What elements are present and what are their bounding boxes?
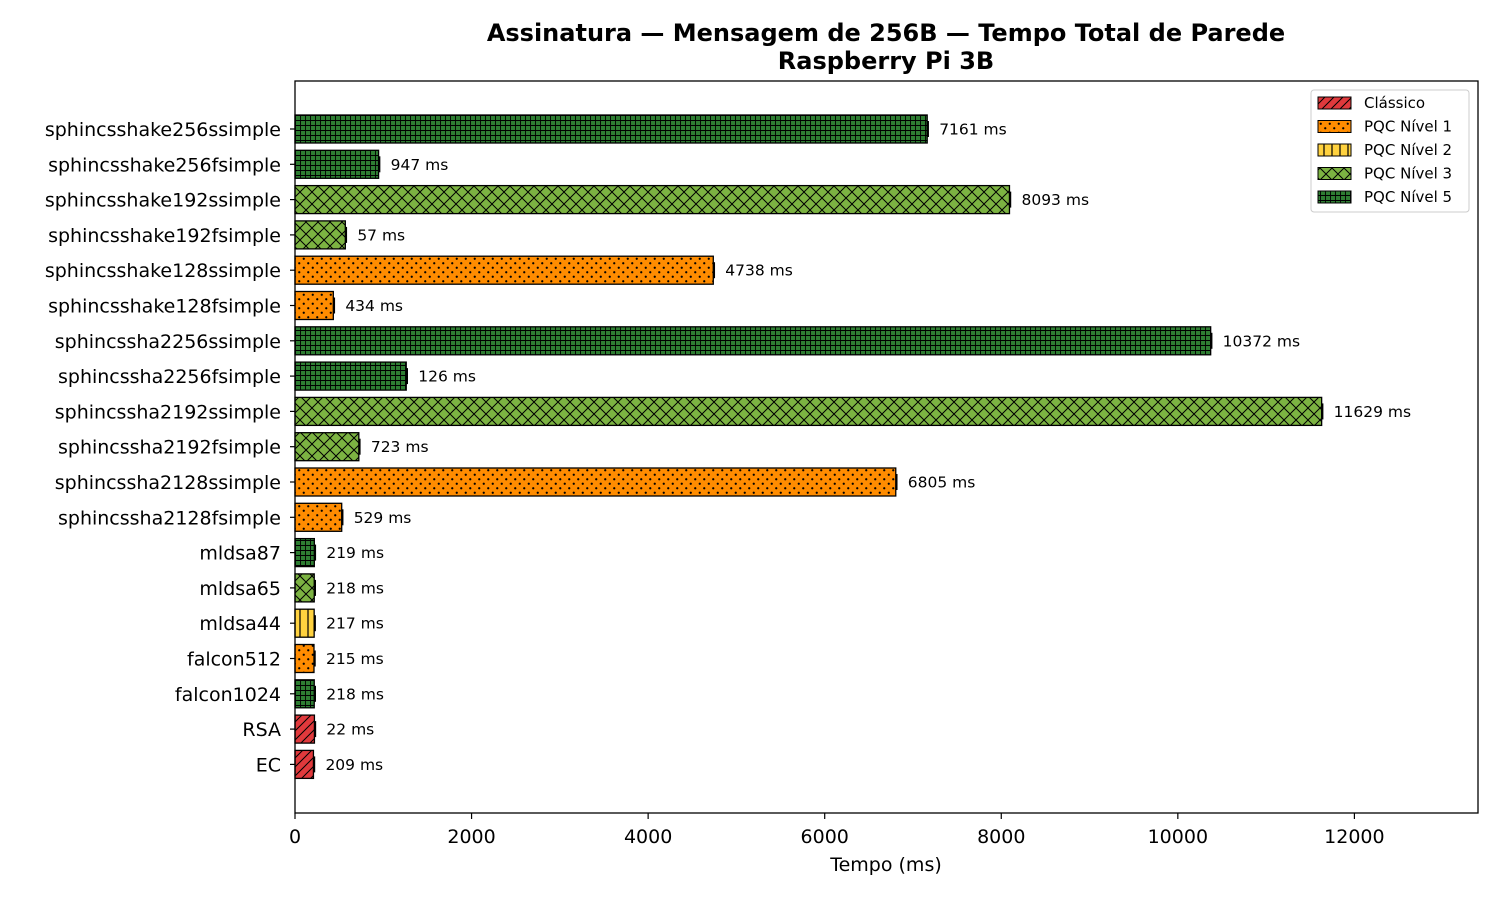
y-tick-labels: sphincsshake256ssimple sphincsshake256fsi… [45,119,295,776]
y-tick-label: RSA [242,719,281,741]
bar-sphincsshake256ssimple [294,114,928,144]
legend-swatch [1317,143,1352,157]
y-tick-label: sphincssha2256ssimple [55,331,281,353]
legend-label: PQC Nível 2 [1364,141,1452,159]
y-tick-label: sphincsshake128ssimple [45,260,281,282]
bar-RSA [294,714,316,744]
bar-falcon1024 [294,679,315,709]
x-tick-label: 0 [289,826,301,848]
y-tick-label: sphincssha2128ssimple [55,472,281,494]
data-label: 218 ms [326,685,384,703]
data-label: 218 ms [326,579,384,597]
y-tick-label: falcon512 [187,649,281,671]
legend-swatch [1317,190,1352,204]
data-label: 6805 ms [908,474,976,492]
data-label: 219 ms [326,544,384,562]
legend-swatch [1317,96,1352,110]
bars-group [294,114,1324,780]
y-tick-label: sphincssha2128fsimple [58,507,281,529]
plot-frame [294,80,1479,814]
x-tick-label: 6000 [801,826,849,848]
legend-swatch [1317,167,1352,180]
bar-mldsa44 [294,608,315,638]
bar-mldsa87 [294,537,315,568]
y-tick-label: sphincssha2192ssimple [55,401,281,423]
data-label: 57 ms [357,226,405,244]
y-tick-label: mldsa65 [199,578,281,600]
chart-subtitle: Raspberry Pi 3B [778,47,994,75]
chart-title: Assinatura — Mensagem de 256B — Tempo To… [487,19,1285,47]
bar-sphincssha2192ssimple [294,396,1323,427]
data-label: 723 ms [371,438,429,456]
x-tick-label: 4000 [624,826,672,848]
data-label: 10372 ms [1223,332,1300,350]
y-tick-label: sphincssha2256fsimple [58,366,281,388]
x-axis-label: Tempo (ms) [829,854,942,876]
legend-label: PQC Nível 1 [1364,118,1452,136]
bar-EC [294,749,315,780]
data-label: 947 ms [391,156,449,174]
x-tick-label: 8000 [977,826,1025,848]
y-tick-label: EC [256,754,281,776]
bar-sphincsshake128fsimple [294,290,334,321]
y-tick-label: falcon1024 [175,684,281,706]
legend: Clássico PQC Nível 1 PQC Nível 2 PQC Nível … [1310,89,1470,213]
y-tick-label: mldsa87 [199,543,281,565]
y-tick-label: sphincsshake128fsimple [48,296,281,318]
bar-sphincsshake256fsimple [294,149,380,179]
data-label: 529 ms [354,509,412,527]
data-label: 434 ms [345,297,403,315]
bar-falcon512 [294,643,315,674]
data-label: 11629 ms [1334,403,1411,421]
data-label: 4738 ms [725,262,793,280]
x-axis-ticks: 0 2000 4000 6000 8000 10000 12000 [289,813,1385,848]
bar-sphincsshake192fsimple [294,220,346,250]
y-tick-label: sphincsshake192fsimple [48,225,281,247]
y-tick-label: mldsa44 [199,613,281,635]
bar-sphincssha2128ssimple [294,467,897,497]
bar-sphincssha2256ssimple [294,326,1212,356]
bar-mldsa65 [294,573,315,603]
data-label: 7161 ms [939,121,1007,139]
data-labels: 7161 ms 947 ms 8093 ms 57 ms 4738 ms 434 ms 10… [325,121,1411,774]
y-tick-label: sphincsshake256fsimple [48,154,281,176]
x-tick-label: 10000 [1148,826,1208,848]
legend-swatch [1317,120,1352,133]
y-tick-label: sphincsshake256ssimple [45,119,281,141]
data-label: 209 ms [325,756,383,774]
bar-sphincssha2256fsimple [294,361,407,391]
bar-sphincssha2192fsimple [294,432,360,462]
bar-sphincsshake128ssimple [294,255,714,285]
data-label: 126 ms [418,368,476,386]
x-tick-label: 12000 [1324,826,1384,848]
data-label: 217 ms [326,615,384,633]
data-label: 8093 ms [1021,191,1089,209]
legend-label: PQC Nível 5 [1364,188,1452,206]
bar-sphincsshake192ssimple [294,184,1011,215]
y-tick-label: sphincsshake192ssimple [45,190,281,212]
data-label: 215 ms [326,650,384,668]
legend-label: PQC Nível 3 [1364,165,1452,183]
bar-sphincssha2128fsimple [294,502,343,532]
y-tick-label: sphincssha2192fsimple [58,437,281,459]
x-tick-label: 2000 [447,826,495,848]
legend-label: Clássico [1364,94,1425,112]
data-label: 22 ms [326,721,374,739]
